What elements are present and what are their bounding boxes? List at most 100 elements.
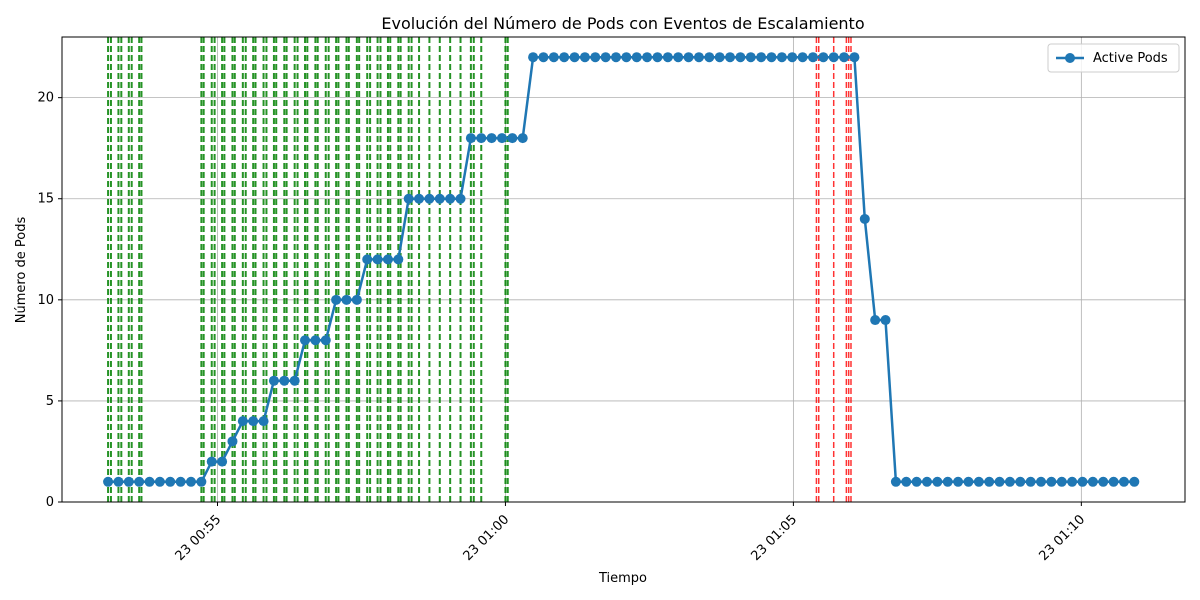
data-point — [1118, 476, 1129, 487]
data-point — [331, 294, 342, 305]
data-point — [797, 52, 808, 63]
data-point — [434, 193, 445, 204]
data-point — [662, 52, 673, 63]
data-point — [921, 476, 932, 487]
data-point — [258, 416, 269, 427]
data-point — [776, 52, 787, 63]
data-point — [248, 416, 259, 427]
data-point — [1056, 476, 1067, 487]
data-point — [465, 133, 476, 144]
data-point — [704, 52, 715, 63]
data-point — [154, 476, 165, 487]
data-point — [103, 476, 114, 487]
data-point — [517, 133, 528, 144]
data-point — [341, 294, 352, 305]
data-point — [673, 52, 684, 63]
legend-label-active-pods: Active Pods — [1093, 51, 1168, 66]
data-point — [268, 375, 279, 386]
grid — [62, 37, 1185, 503]
data-point — [134, 476, 145, 487]
data-point — [320, 335, 331, 346]
data-point — [756, 52, 767, 63]
series-active-pods — [103, 52, 1140, 487]
data-point — [310, 335, 321, 346]
data-point — [144, 476, 155, 487]
data-point — [818, 52, 829, 63]
data-point — [683, 52, 694, 63]
data-point — [196, 476, 207, 487]
data-point — [911, 476, 922, 487]
chart-title: Evolución del Número de Pods con Eventos… — [381, 14, 864, 33]
data-point — [963, 476, 974, 487]
data-point — [652, 52, 663, 63]
data-point — [642, 52, 653, 63]
data-point — [932, 476, 943, 487]
data-point — [414, 193, 425, 204]
data-point — [1046, 476, 1057, 487]
series-line-active-pods — [108, 55, 1135, 484]
scaling-events — [107, 37, 852, 502]
data-point — [165, 476, 176, 487]
data-point — [424, 193, 435, 204]
data-point — [351, 294, 362, 305]
data-point — [559, 52, 570, 63]
data-point — [1098, 476, 1109, 487]
data-point — [362, 254, 373, 265]
data-point — [590, 52, 601, 63]
y-tick-label: 0 — [46, 495, 54, 510]
data-point — [1129, 476, 1140, 487]
data-point — [1025, 476, 1036, 487]
data-point — [942, 476, 953, 487]
data-point — [787, 52, 798, 63]
data-point — [611, 52, 622, 63]
data-point — [186, 476, 197, 487]
x-axis-label: Tiempo — [598, 571, 647, 586]
y-tick-label: 20 — [37, 91, 54, 106]
data-point — [206, 456, 217, 467]
data-point — [631, 52, 642, 63]
data-point — [984, 476, 995, 487]
data-point — [693, 52, 704, 63]
y-tick-label: 15 — [37, 192, 54, 207]
data-point — [849, 52, 860, 63]
data-point — [1108, 476, 1119, 487]
data-point — [745, 52, 756, 63]
data-point — [953, 476, 964, 487]
plot-frame — [61, 36, 1186, 503]
data-point — [600, 52, 611, 63]
data-point — [496, 133, 507, 144]
data-point — [766, 52, 777, 63]
data-point — [217, 456, 228, 467]
data-point — [1004, 476, 1015, 487]
data-point — [289, 375, 300, 386]
data-point — [227, 436, 238, 447]
data-point — [1087, 476, 1098, 487]
data-point — [880, 315, 891, 326]
data-point — [1067, 476, 1078, 487]
data-point — [476, 133, 487, 144]
data-point — [579, 52, 590, 63]
data-point — [725, 52, 736, 63]
x-tick-label: 23 01:10 — [1036, 512, 1088, 564]
data-point — [403, 193, 414, 204]
legend: Active Pods — [1047, 43, 1180, 73]
y-tick-label: 5 — [46, 394, 54, 409]
legend-box — [1047, 43, 1180, 73]
data-point — [507, 133, 518, 144]
data-point — [901, 476, 912, 487]
data-point — [973, 476, 984, 487]
y-axis-label: Número de Pods — [14, 217, 29, 324]
data-point — [569, 52, 580, 63]
legend-marker-swatch — [1065, 53, 1075, 63]
data-point — [890, 476, 901, 487]
data-point — [279, 375, 290, 386]
data-point — [839, 52, 850, 63]
data-point — [528, 52, 539, 63]
data-point — [870, 315, 881, 326]
data-point — [828, 52, 839, 63]
data-point — [538, 52, 549, 63]
x-tick-label: 23 01:05 — [748, 512, 800, 564]
data-point — [859, 213, 870, 224]
data-point — [382, 254, 393, 265]
data-point — [994, 476, 1005, 487]
